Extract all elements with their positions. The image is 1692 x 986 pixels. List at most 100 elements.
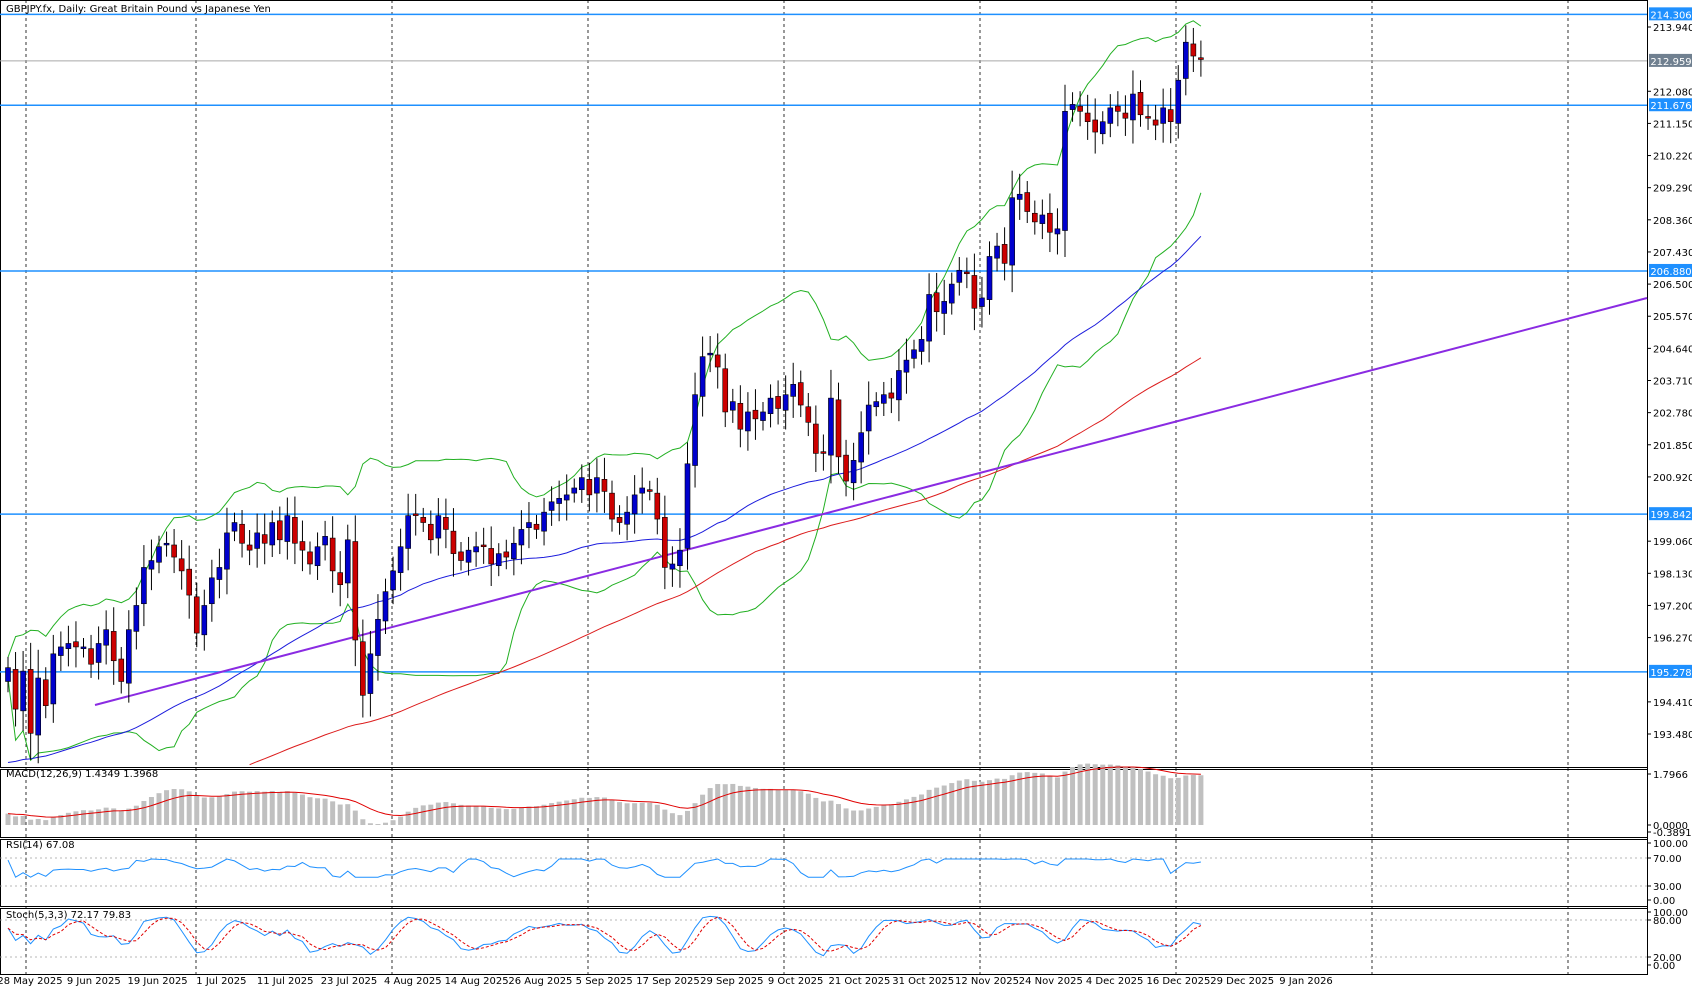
candle-body (964, 271, 970, 275)
macd-bar (700, 794, 706, 825)
macd-bar (141, 800, 147, 825)
candle-body (171, 544, 177, 558)
macd-bar (232, 791, 237, 825)
candle-body (518, 529, 525, 546)
candle-body (956, 269, 963, 283)
macd-bar (254, 791, 260, 825)
macd-bar (715, 784, 721, 825)
date-label: 28 May 2025 (0, 976, 63, 986)
macd-bar (632, 803, 638, 825)
level-badge (1649, 98, 1692, 112)
macd-bar (503, 809, 509, 825)
price-tick-label: 212.080 (1653, 87, 1692, 98)
price-tick-label: 202.780 (1653, 409, 1692, 420)
candle-body (1190, 43, 1197, 57)
candle-body (344, 539, 351, 584)
vertical-grid (25, 0, 1569, 975)
macd-bar (179, 789, 185, 825)
sub-tick-label: 100.00 (1653, 908, 1688, 919)
macd-bar (5, 813, 11, 825)
macd-bar (979, 781, 985, 825)
macd-bar (836, 804, 841, 825)
macd-bar (88, 810, 94, 825)
horizontal-levels (0, 13, 1647, 673)
macd-bar (1024, 772, 1030, 825)
candle-body (488, 548, 495, 565)
macd-bar (1198, 775, 1204, 825)
candle-body (1039, 214, 1046, 224)
date-label: 16 Dec 2025 (1146, 976, 1210, 986)
price-tick-label: 194.410 (1653, 698, 1692, 709)
candles (5, 25, 1204, 764)
candle-body (224, 532, 230, 570)
candle-body (95, 643, 102, 663)
macd-bar (277, 791, 283, 825)
macd-bar (571, 799, 577, 825)
candle-body (752, 409, 759, 420)
macd-bar (13, 816, 19, 825)
level-badge-text: 211.676 (1650, 101, 1691, 112)
sub-indicators (0, 763, 1647, 958)
macd-bar (1100, 764, 1106, 825)
candle-body (269, 522, 276, 546)
macd-bar (760, 788, 766, 825)
macd-bar (224, 794, 230, 825)
candle-body (239, 523, 245, 544)
macd-bar (601, 797, 607, 825)
macd-bar (1047, 775, 1053, 825)
macd-bar (194, 795, 200, 825)
macd-bar (186, 791, 192, 825)
candle-body (601, 479, 608, 492)
candle-body (737, 403, 744, 430)
candle-body (684, 463, 691, 549)
macd-bar (284, 791, 290, 825)
candle-body (405, 515, 411, 549)
sub-tick-label: 20.00 (1653, 953, 1682, 964)
macd-bar (903, 799, 909, 825)
macd-bar (1160, 775, 1166, 825)
candle-body (971, 275, 978, 309)
macd-bar (1032, 772, 1038, 825)
candle-body (435, 515, 442, 539)
date-label: 29 Sep 2025 (700, 976, 763, 986)
macd-bar (58, 815, 64, 825)
candle-body (65, 643, 72, 649)
macd-bar (820, 801, 826, 825)
candle-body (1130, 93, 1136, 121)
macd-bar (949, 783, 955, 825)
macd-bar (450, 803, 456, 825)
stoch-title: Stoch(5,3,3) 72.17 79.83 (6, 910, 131, 921)
macd-bar (722, 784, 728, 825)
trend-line (94, 297, 1648, 706)
macd-bar (292, 792, 298, 825)
candle-body (329, 537, 336, 572)
macd-bar (28, 819, 34, 825)
macd-bar (443, 802, 449, 825)
candle-body (790, 384, 797, 397)
date-label: 26 Aug 2025 (508, 976, 572, 986)
macd-bar (247, 791, 253, 825)
macd-bar (556, 801, 562, 825)
macd-bar (586, 797, 592, 825)
macd-bar (934, 787, 940, 825)
candle-body (571, 487, 578, 494)
date-label: 4 Dec 2025 (1086, 976, 1144, 986)
macd-bar (1122, 766, 1128, 825)
level-badge-text: 206.880 (1650, 267, 1691, 278)
sub-tick-label: 80.00 (1653, 916, 1682, 927)
macd-signal-line (7, 766, 1201, 818)
candle-body (1145, 116, 1151, 119)
bollinger-upper (7, 20, 1202, 658)
macd-bar (881, 805, 887, 825)
macd-bar (692, 803, 698, 825)
candle-body (1152, 119, 1159, 126)
macd-bar (201, 797, 207, 825)
candle-body (578, 477, 585, 490)
macd-bar (1002, 778, 1008, 825)
macd-bar (35, 818, 41, 825)
candle-body (873, 401, 880, 408)
macd-bar (156, 793, 162, 825)
candle-body (677, 549, 683, 567)
candle-body (1016, 193, 1023, 200)
